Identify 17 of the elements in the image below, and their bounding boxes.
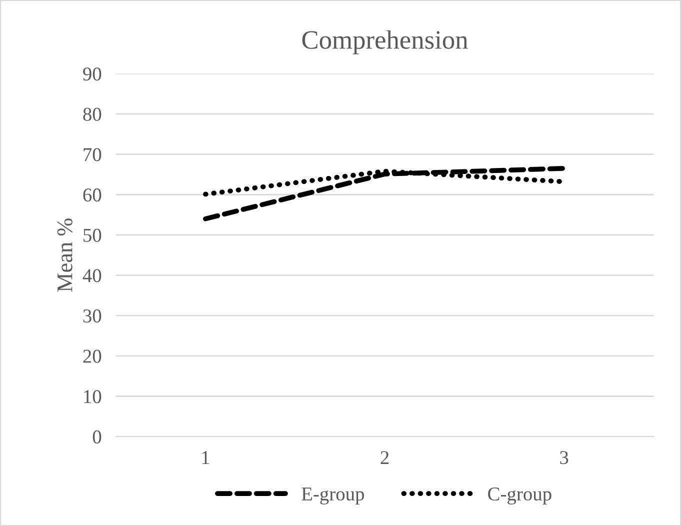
x-tick-label: 2 bbox=[380, 451, 389, 464]
chart-title: Comprehension bbox=[302, 30, 468, 54]
y-axis-title: Mean % bbox=[57, 218, 72, 292]
y-tick-label: 0 bbox=[92, 430, 102, 444]
x-tick-label: 1 bbox=[202, 451, 210, 464]
y-tick-label: 90 bbox=[83, 67, 102, 81]
y-tick-label: 30 bbox=[83, 309, 102, 323]
y-tick-label: 60 bbox=[83, 188, 102, 202]
legend-label: E-group bbox=[302, 488, 364, 505]
y-tick-label: 40 bbox=[82, 269, 102, 282]
y-tick-label: 50 bbox=[84, 228, 102, 242]
y-tick-label: 80 bbox=[83, 108, 102, 121]
x-tick-label: 3 bbox=[560, 451, 568, 464]
legend-label: C-group bbox=[488, 487, 552, 505]
y-tick-label: 10 bbox=[84, 390, 102, 404]
y-tick-label: 70 bbox=[84, 148, 102, 162]
y-tick-label: 20 bbox=[83, 350, 102, 363]
